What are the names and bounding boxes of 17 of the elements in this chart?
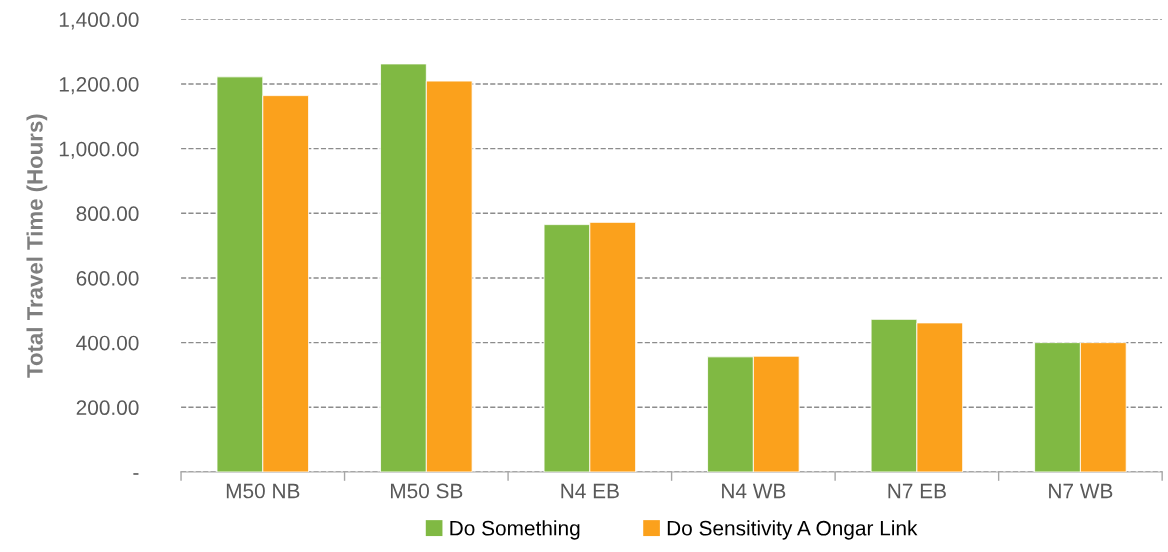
- x-tick-label: N4 WB: [722, 483, 786, 499]
- y-tick-label: 400.00: [76, 335, 139, 351]
- x-tick-label: N7 WB: [1049, 483, 1113, 499]
- legend-label: Do Something: [450, 520, 580, 540]
- y-tick-label: -: [133, 473, 139, 475]
- x-tick-label: M50 NB: [226, 483, 300, 499]
- x-tick-label: N7 EB: [888, 483, 946, 499]
- y-tick-label: 1,000.00: [59, 141, 139, 159]
- legend-label: Do Sensitivity A Ongar Link: [667, 520, 918, 540]
- x-tick-label: M50 SB: [390, 483, 463, 499]
- y-tick-label: 800.00: [76, 206, 139, 222]
- y-tick-label: 200.00: [76, 400, 139, 416]
- y-tick-label: 1,400.00: [59, 12, 139, 30]
- x-tick-label: N4 EB: [561, 483, 619, 499]
- y-tick-label: 1,200.00: [59, 76, 139, 95]
- y-axis-title: Total Travel Time (Hours): [26, 114, 48, 378]
- y-tick-label: 600.00: [76, 270, 139, 286]
